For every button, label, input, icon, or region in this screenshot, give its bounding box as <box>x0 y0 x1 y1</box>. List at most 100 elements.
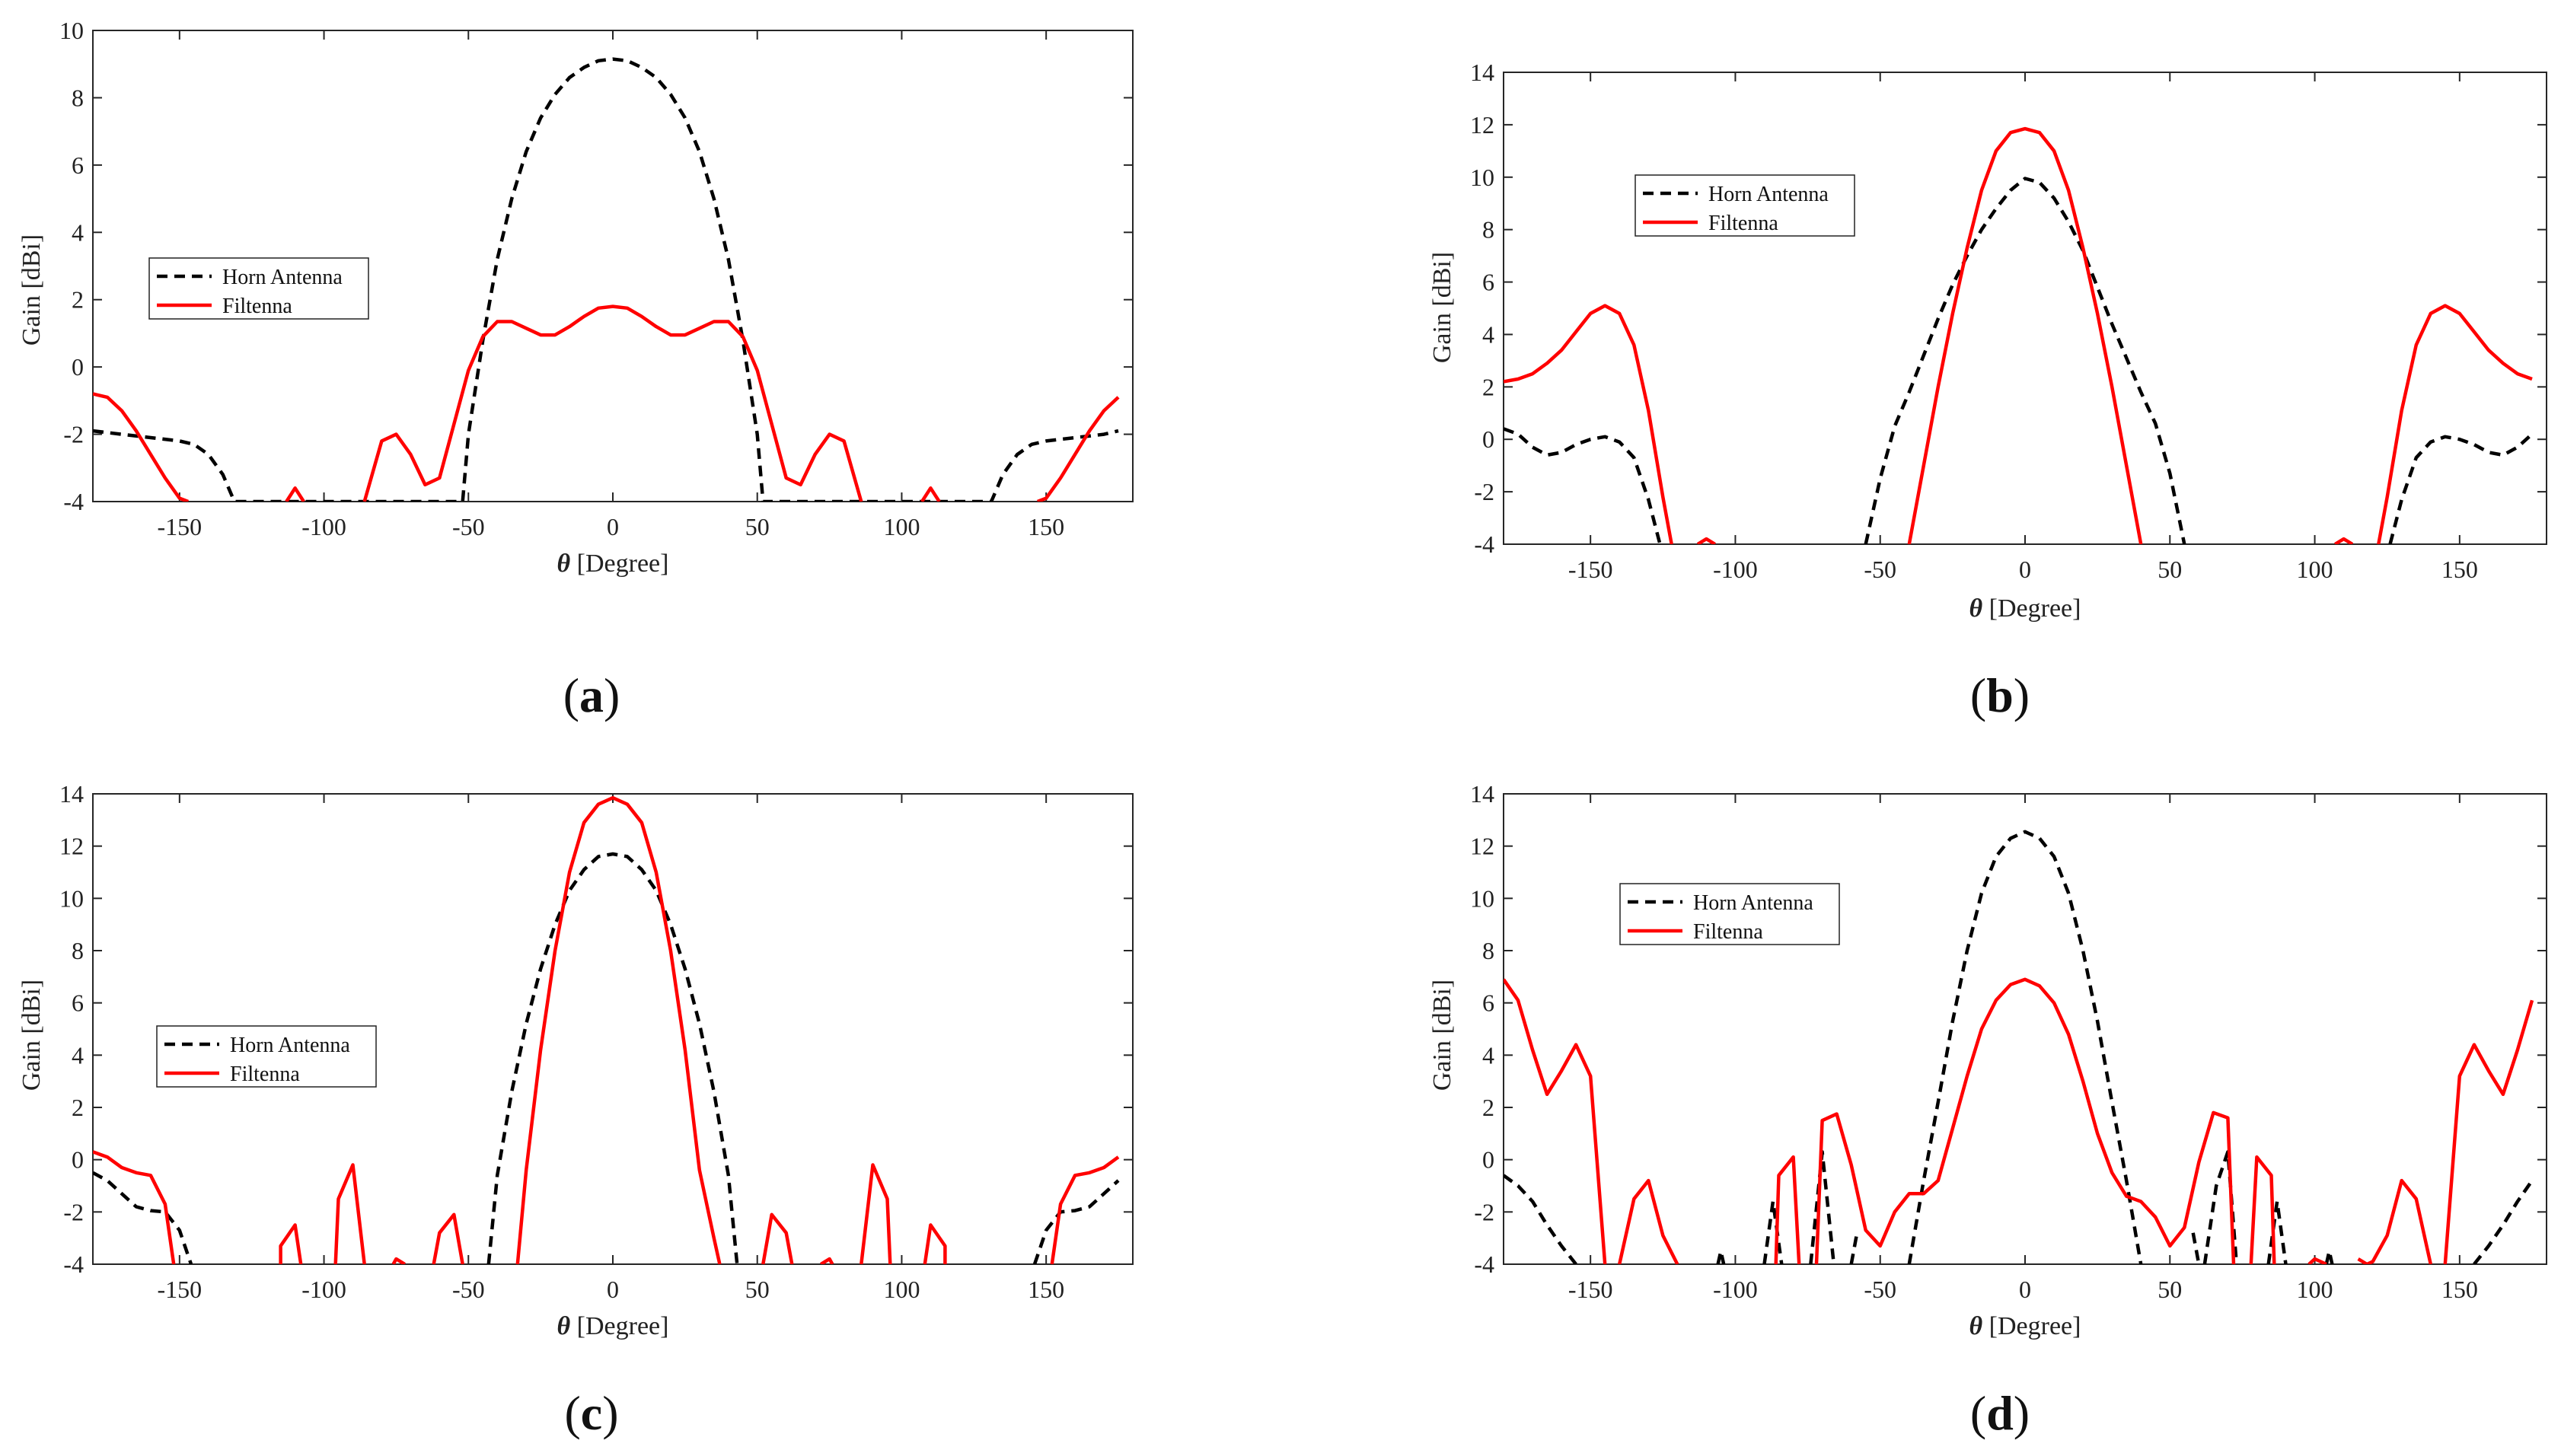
panel-a-ytick-label: 4 <box>72 218 84 246</box>
panel-d-ytick-label: 12 <box>1470 833 1494 860</box>
panel-b-series-horn-antenna <box>1504 427 1662 544</box>
panel-b-xlabel: θ [Degree] <box>1969 594 2081 623</box>
panel-d-ytick-label: -4 <box>1474 1251 1494 1278</box>
panel-b-series-filtenna <box>1504 304 1673 544</box>
panel-a-legend-label: Horn Antenna <box>222 266 343 289</box>
panel-d-ylabel: Gain [dBi] <box>1428 980 1456 1091</box>
panel-c-xtick-label: 50 <box>745 1276 770 1303</box>
panel-d-series-horn-antenna <box>2202 1150 2239 1264</box>
panel-a-series-filtenna <box>1036 396 1120 502</box>
panel-a-xtick-label: -150 <box>158 513 203 540</box>
panel-a-xtick-label: 50 <box>745 513 770 540</box>
panel-d-series-horn-antenna <box>1762 1200 1784 1264</box>
panel-c-series-filtenna <box>93 1150 176 1264</box>
panel-b-lines <box>1504 126 2534 544</box>
panel-c-ytick-label: -2 <box>63 1198 84 1225</box>
panel-a: Gain [dBi] θ [Degree] (a) -150 -100 -50 0 50… <box>18 17 1134 722</box>
panel-d-series-horn-antenna <box>1716 1249 1726 1264</box>
panel-d-ytick-label: 6 <box>1482 989 1494 1017</box>
panel-d-axes-frame <box>1503 793 2547 1265</box>
panel-b-xtick-label: 0 <box>2019 556 2031 583</box>
panel-d-series-horn-antenna <box>2324 1249 2334 1264</box>
panel-a-xtick-label: 0 <box>607 513 619 540</box>
panel-d-series-horn-antenna <box>2473 1179 2534 1264</box>
panel-d-series-filtenna <box>2357 1178 2432 1264</box>
panel-c: Gain [dBi] θ [Degree] (c) -150 -100 -50 0 50… <box>18 780 1134 1440</box>
panel-a-xtick-label: 100 <box>883 513 920 540</box>
panel-a-ytick-label: 0 <box>72 353 84 381</box>
panel-b-ytick-label: 12 <box>1470 111 1494 139</box>
panel-d-legend-box <box>1619 883 1840 945</box>
panel-b-ytick-label: 2 <box>1482 373 1494 400</box>
panel-d-series-filtenna <box>1618 1178 1679 1264</box>
panel-c-series-filtenna <box>820 1257 834 1264</box>
panel-c-ytick-label: 14 <box>59 780 84 808</box>
panel-b-xtick-label: -100 <box>1713 556 1758 583</box>
panel-d-series-horn-antenna <box>1849 1232 1859 1264</box>
panel-c-legend-box <box>156 1025 377 1088</box>
panel-c-ytick-label: -4 <box>63 1251 84 1278</box>
panel-c-legend-label: Filtenna <box>230 1063 300 1086</box>
panel-d-xlabel: θ [Degree] <box>1969 1312 2081 1340</box>
panel-d-ytick-label: 0 <box>1482 1146 1494 1174</box>
panel-c-ytick-label: 2 <box>72 1094 84 1121</box>
panel-b-ytick-label: -4 <box>1474 530 1494 558</box>
panel-b-xtick-label: -50 <box>1864 556 1896 583</box>
panel-c-ytick-label: 12 <box>59 833 84 860</box>
panel-c-legend: Horn Antenna Filtenna <box>156 1025 377 1088</box>
panel-a-series-filtenna <box>285 486 305 502</box>
panel-b-ytick-label: 8 <box>1482 216 1494 244</box>
panel-a-legend-box <box>148 257 369 320</box>
panel-d-series-filtenna <box>1814 977 2236 1264</box>
panel-d-series-horn-antenna <box>1504 1174 1577 1264</box>
panel-d-series-filtenna <box>1774 1155 1801 1264</box>
panel-d-series-filtenna <box>1504 978 1607 1264</box>
panel-c-series-filtenna <box>923 1223 947 1264</box>
panel-d-series-filtenna <box>2443 999 2534 1264</box>
panel-b-series-filtenna <box>2334 537 2354 544</box>
panel-d-ytick-label: 8 <box>1482 937 1494 964</box>
panel-a-lines <box>93 57 1120 502</box>
panel-d-series-horn-antenna <box>2191 1232 2201 1264</box>
panel-b-ytick-label: 0 <box>1482 425 1494 453</box>
panel-c-ytick-label: 0 <box>72 1146 84 1174</box>
panel-d-series-horn-antenna <box>2266 1200 2288 1264</box>
panel-a-series-filtenna <box>93 392 190 502</box>
panel-a-xtick-label: 150 <box>1028 513 1064 540</box>
panel-b-xtick-label: 100 <box>2297 556 2333 583</box>
panel-a-ytick-label: 10 <box>59 17 84 44</box>
panel-a-xlabel: θ [Degree] <box>557 550 669 578</box>
panel-a-series-filtenna <box>920 486 941 502</box>
panel-d-series-filtenna <box>2249 1155 2276 1264</box>
panel-d-series-horn-antenna <box>1809 1150 1836 1264</box>
panel-c-ytick-label: 10 <box>59 884 84 912</box>
panel-d-ytick-label: 4 <box>1482 1041 1494 1069</box>
panel-c-series-filtenna <box>432 1212 464 1264</box>
panel-d-legend-label: Horn Antenna <box>1693 891 1813 915</box>
panel-d-ytick-label: -2 <box>1474 1198 1494 1225</box>
panel-d-xtick-label: -100 <box>1713 1276 1758 1303</box>
panel-c-legend-label: Horn Antenna <box>230 1034 350 1057</box>
panel-c-xtick-label: -100 <box>301 1276 346 1303</box>
panel-a-ytick-label: -4 <box>63 488 84 515</box>
panel-b-ytick-label: 14 <box>1470 59 1494 86</box>
panel-a-label: (a) <box>563 668 620 722</box>
panel-b-series-filtenna <box>1696 537 1716 544</box>
panel-d-xtick-label: 150 <box>2441 1276 2478 1303</box>
panel-d-lines <box>1504 830 2534 1264</box>
panel-b-legend-label: Horn Antenna <box>1708 183 1829 206</box>
panel-c-series-filtenna <box>515 795 722 1264</box>
panel-a-legend-label: Filtenna <box>222 295 292 318</box>
panel-a-ytick-label: -2 <box>63 421 84 448</box>
panel-a-ylabel: Gain [dBi] <box>18 234 46 346</box>
panel-b-series-filtenna <box>1907 126 2143 544</box>
panel-c-series-filtenna <box>391 1257 406 1264</box>
panel-b-series-filtenna <box>2377 304 2533 544</box>
panel-b-label: (b) <box>1970 668 2030 722</box>
panel-b: Gain [dBi] θ [Degree] (b) -150 -100 -50 0 50… <box>1428 59 2547 722</box>
panel-b-ytick-label: 4 <box>1482 320 1494 348</box>
panel-c-xtick-label: 0 <box>607 1276 619 1303</box>
panel-d-ytick-label: 10 <box>1470 884 1494 912</box>
panel-d-label: (d) <box>1970 1386 2030 1440</box>
